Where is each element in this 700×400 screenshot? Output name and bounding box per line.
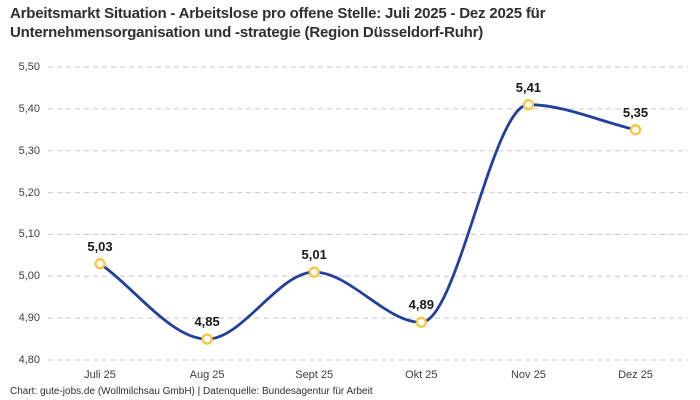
data-point-label: 5,41: [515, 79, 542, 95]
data-point-label: 4,85: [194, 314, 220, 330]
chart-credit: Chart: gute-jobs.de (Wollmilchsau GmbH) …: [10, 386, 373, 397]
y-axis-tick-label: 5,10: [18, 228, 40, 241]
data-point-marker: [415, 316, 427, 328]
chart-title: Arbeitsmarkt Situation - Arbeitslose pro…: [10, 4, 690, 42]
y-axis-tick-label: 5,30: [18, 144, 40, 157]
x-axis-tick-label: Dez 25: [618, 369, 653, 381]
trend-line: [98, 103, 637, 341]
data-point-marker: [522, 99, 535, 111]
data-point-label: 5,01: [301, 247, 327, 263]
y-axis-tick-label: 5,50: [18, 61, 40, 73]
y-axis-tick-label: 4,90: [18, 312, 40, 325]
data-point-label: 4,89: [408, 297, 434, 313]
x-axis-tick-label: Sept 25: [295, 369, 334, 381]
y-axis-tick-label: 4,80: [18, 354, 40, 366]
x-axis-tick-label: Nov 25: [510, 369, 546, 381]
data-point-label: 5,03: [87, 238, 113, 254]
x-axis-tick-label: Juli 25: [84, 369, 116, 381]
x-axis-tick-label: Okt 25: [405, 369, 438, 381]
chart-title-line1: Arbeitsmarkt Situation - Arbeitslose pro…: [10, 5, 546, 22]
y-axis-tick-label: 5,20: [18, 186, 40, 199]
data-point-marker: [629, 124, 642, 136]
data-point-marker: [94, 258, 106, 270]
chart-title-line2: Unternehmensorganisation und -strategie …: [10, 24, 484, 41]
x-axis-tick-label: Aug 25: [189, 369, 225, 381]
data-point-marker: [308, 266, 320, 278]
y-axis-tick-label: 5,00: [18, 270, 40, 283]
y-axis-tick-label: 5,40: [18, 102, 40, 115]
data-point-label: 5,35: [622, 104, 649, 120]
data-point-marker: [201, 333, 213, 345]
